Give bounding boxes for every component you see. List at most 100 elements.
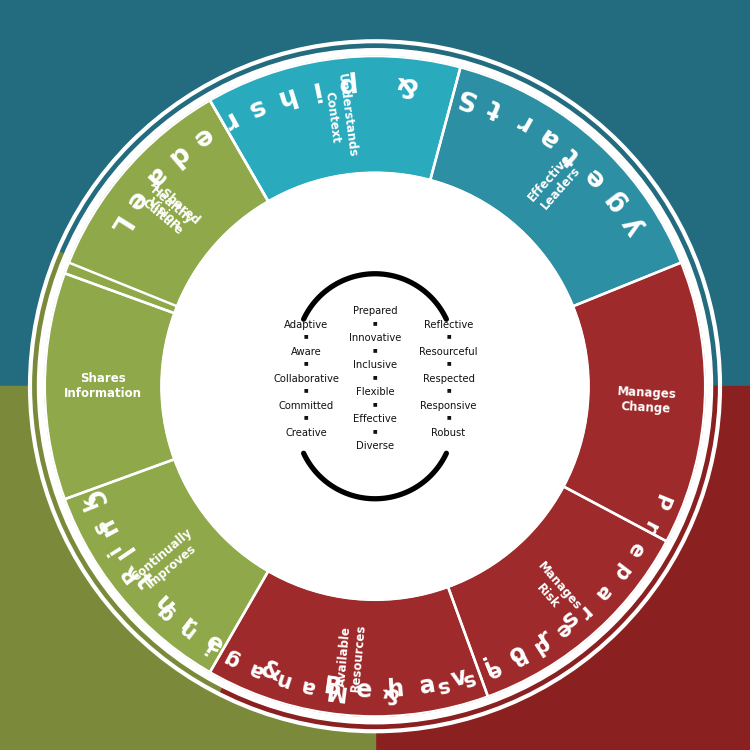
Text: P: P (648, 490, 672, 512)
Text: Effective
Leaders: Effective Leaders (525, 152, 585, 214)
Text: &: & (393, 70, 418, 98)
Text: ■: ■ (373, 401, 377, 406)
Wedge shape (564, 262, 705, 542)
Text: r: r (638, 517, 660, 536)
Circle shape (161, 172, 589, 600)
Text: B: B (322, 674, 344, 700)
Text: Prepared: Prepared (352, 306, 398, 316)
Wedge shape (30, 251, 375, 694)
Text: e: e (187, 121, 217, 152)
Text: C: C (79, 488, 108, 512)
Text: r: r (176, 613, 200, 639)
Text: ■: ■ (446, 361, 451, 365)
Text: Respected: Respected (422, 374, 475, 384)
Text: ■: ■ (304, 388, 308, 392)
Text: Flexible: Flexible (356, 387, 395, 398)
Text: l: l (111, 546, 136, 566)
Text: ■: ■ (373, 347, 377, 352)
Text: a: a (418, 672, 438, 698)
Text: i: i (200, 634, 217, 656)
Text: i: i (307, 75, 321, 102)
Text: a: a (299, 675, 317, 698)
Text: Healthy
Culture: Healthy Culture (138, 184, 196, 238)
Text: s: s (243, 92, 268, 122)
Text: t: t (484, 93, 506, 122)
Text: r: r (216, 106, 240, 135)
Text: n: n (507, 646, 530, 670)
Text: y: y (617, 211, 648, 239)
Text: Continually
Improves: Continually Improves (129, 526, 205, 596)
Text: o: o (505, 640, 530, 669)
Text: Robust: Robust (431, 427, 466, 438)
Text: i: i (104, 542, 125, 558)
Wedge shape (430, 68, 681, 306)
Text: t: t (130, 569, 155, 593)
Text: Diverse: Diverse (356, 441, 394, 452)
Text: a: a (591, 580, 615, 604)
Text: a: a (140, 161, 170, 192)
Text: ■: ■ (373, 320, 377, 325)
Text: Manages
Risk: Manages Risk (524, 560, 584, 623)
Text: d: d (530, 632, 553, 657)
Text: e: e (483, 658, 504, 682)
Text: u: u (149, 590, 178, 620)
Text: r: r (574, 601, 595, 622)
Text: n: n (175, 616, 199, 642)
Text: ■: ■ (446, 415, 451, 419)
Text: L: L (102, 211, 133, 239)
Text: Creative: Creative (285, 427, 327, 438)
Text: p: p (334, 70, 355, 98)
Text: u: u (92, 516, 122, 542)
Wedge shape (65, 459, 268, 672)
Text: Shares
Information: Shares Information (64, 372, 142, 400)
Text: t: t (560, 142, 586, 170)
Text: e: e (623, 538, 648, 561)
Text: S: S (453, 81, 478, 112)
Circle shape (30, 41, 720, 731)
Text: ■: ■ (373, 428, 377, 433)
Text: Committed: Committed (278, 400, 334, 411)
Text: Reflective: Reflective (424, 320, 473, 330)
Polygon shape (0, 386, 375, 750)
Bar (0, 0, 750, 386)
Text: R: R (117, 560, 142, 584)
Text: s: s (557, 605, 584, 633)
Text: Manages
Change: Manages Change (616, 385, 677, 416)
Text: s: s (459, 668, 477, 691)
Text: a: a (246, 658, 267, 682)
Text: p: p (608, 560, 633, 584)
Text: h: h (272, 81, 297, 112)
Wedge shape (30, 41, 720, 386)
Text: n: n (272, 668, 292, 691)
Text: e: e (119, 185, 151, 215)
Text: &: & (379, 683, 398, 703)
Text: e: e (356, 677, 373, 702)
Wedge shape (30, 386, 720, 731)
Text: k: k (78, 491, 102, 512)
Text: ■: ■ (304, 334, 308, 338)
Wedge shape (210, 572, 488, 716)
Text: s: s (433, 675, 450, 698)
Text: ■: ■ (446, 334, 451, 338)
Text: Inclusive: Inclusive (353, 360, 397, 370)
Text: Innovative: Innovative (349, 333, 401, 344)
Text: g: g (220, 646, 243, 670)
Wedge shape (65, 100, 268, 314)
Text: e: e (551, 617, 575, 641)
Text: e: e (201, 629, 227, 658)
Text: g: g (599, 184, 631, 215)
Text: v: v (448, 664, 470, 692)
Text: Aware: Aware (291, 346, 321, 357)
Text: Available
Resources: Available Resources (334, 622, 368, 692)
Text: g: g (154, 599, 178, 624)
Text: Understands
Context: Understands Context (320, 73, 359, 160)
Polygon shape (375, 386, 750, 750)
Circle shape (38, 49, 712, 724)
Text: Responsive: Responsive (420, 400, 477, 411)
Text: Effective: Effective (353, 414, 397, 424)
Wedge shape (210, 56, 460, 201)
Text: ■: ■ (304, 361, 308, 365)
Text: A Shared
Vision: A Shared Vision (138, 178, 202, 238)
Text: a: a (533, 121, 563, 152)
Text: h: h (387, 676, 406, 702)
